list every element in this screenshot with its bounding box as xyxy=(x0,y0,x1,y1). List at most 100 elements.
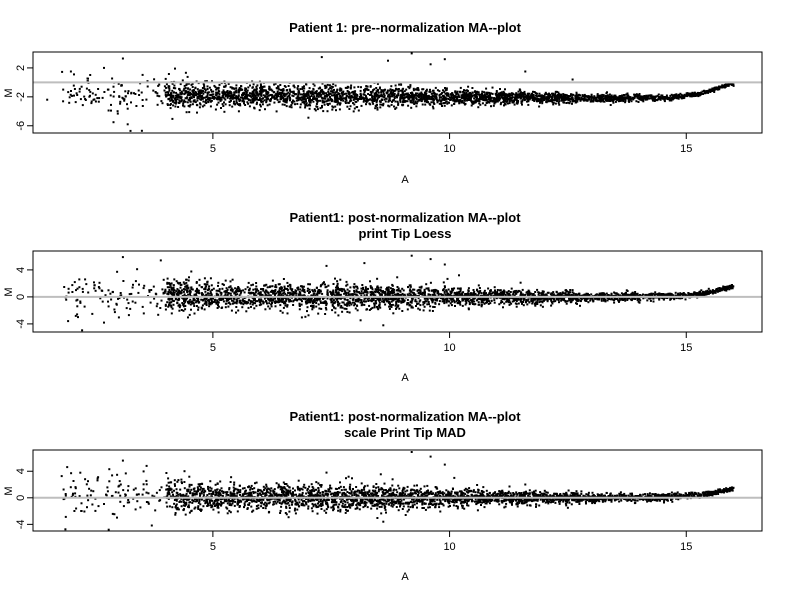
data-point xyxy=(240,85,242,88)
data-point xyxy=(585,99,588,102)
data-point xyxy=(183,99,186,102)
data-point xyxy=(184,308,187,311)
data-point xyxy=(168,97,171,100)
data-point xyxy=(541,305,544,308)
data-point xyxy=(242,92,245,95)
data-point xyxy=(305,95,307,97)
data-point xyxy=(267,292,270,295)
data-point xyxy=(609,104,612,106)
data-point xyxy=(518,290,521,293)
data-point xyxy=(451,92,453,95)
data-point xyxy=(442,94,445,97)
data-point xyxy=(557,93,560,95)
data-point xyxy=(316,101,319,104)
data-point xyxy=(417,87,420,90)
data-point xyxy=(494,92,497,95)
data-point xyxy=(384,100,387,103)
data-point xyxy=(91,92,94,95)
data-point xyxy=(171,100,174,103)
data-point xyxy=(529,97,531,100)
data-point xyxy=(195,297,198,300)
data-point xyxy=(324,97,327,100)
data-point xyxy=(247,102,250,105)
data-point xyxy=(577,94,580,97)
data-point xyxy=(515,93,518,96)
data-point xyxy=(461,101,463,104)
data-point xyxy=(202,96,205,99)
data-point xyxy=(301,101,304,104)
data-point xyxy=(542,96,545,99)
data-point xyxy=(350,84,353,87)
data-point xyxy=(522,301,524,303)
data-point xyxy=(361,301,364,304)
data-point xyxy=(675,94,678,97)
data-point xyxy=(445,87,448,90)
data-point xyxy=(330,90,333,93)
data-point xyxy=(381,103,383,106)
data-point xyxy=(442,89,444,92)
data-point xyxy=(164,308,167,311)
data-point xyxy=(444,89,447,92)
data-point xyxy=(589,299,592,302)
data-point xyxy=(372,98,375,101)
data-point xyxy=(438,98,441,101)
data-point xyxy=(503,104,505,107)
data-point xyxy=(657,96,660,99)
data-point xyxy=(369,103,372,106)
data-point xyxy=(218,93,221,96)
data-point xyxy=(309,101,312,104)
data-point xyxy=(474,101,477,104)
data-point xyxy=(493,299,496,302)
data-point xyxy=(571,93,574,96)
data-point xyxy=(628,96,631,99)
data-point xyxy=(166,292,169,295)
data-point xyxy=(429,90,432,93)
data-point xyxy=(598,94,601,97)
data-point xyxy=(354,300,357,303)
data-point xyxy=(311,304,314,307)
data-point xyxy=(286,281,289,284)
data-point xyxy=(645,98,648,100)
data-point xyxy=(228,95,231,98)
data-point xyxy=(634,93,637,96)
data-point xyxy=(301,88,304,90)
data-point xyxy=(679,292,682,295)
data-point xyxy=(222,96,224,99)
data-point xyxy=(567,95,569,97)
data-point xyxy=(601,93,604,96)
data-point xyxy=(397,88,400,90)
data-point xyxy=(327,103,330,106)
data-point xyxy=(284,304,287,307)
data-point xyxy=(540,95,543,98)
data-point xyxy=(228,90,231,93)
data-point xyxy=(186,94,189,97)
data-point xyxy=(419,289,422,292)
data-point xyxy=(252,302,255,304)
data-point xyxy=(277,283,280,286)
data-point xyxy=(341,306,344,309)
data-point xyxy=(328,84,331,87)
data-point xyxy=(323,103,326,106)
data-point xyxy=(601,98,603,101)
data-point xyxy=(126,103,128,106)
data-point xyxy=(430,96,433,99)
data-point xyxy=(442,97,445,100)
data-point xyxy=(456,297,458,300)
data-point xyxy=(233,100,235,103)
data-point xyxy=(463,97,466,100)
data-point xyxy=(365,300,367,303)
data-point xyxy=(203,308,206,311)
data-point xyxy=(378,87,381,90)
data-point xyxy=(541,290,544,293)
data-point xyxy=(431,297,433,300)
data-point xyxy=(200,98,203,101)
data-point xyxy=(78,87,81,90)
data-point xyxy=(651,98,654,101)
data-point xyxy=(255,304,258,307)
data-point xyxy=(442,281,445,284)
data-point xyxy=(74,101,77,104)
data-point xyxy=(255,87,258,90)
data-point xyxy=(184,288,187,291)
data-point xyxy=(184,90,187,93)
data-point xyxy=(196,99,199,102)
